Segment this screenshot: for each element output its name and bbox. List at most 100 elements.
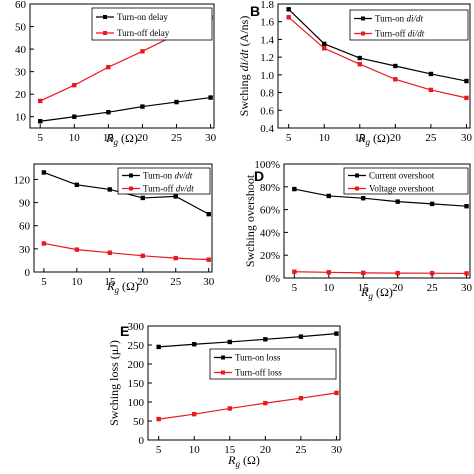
data-point [292, 186, 297, 192]
y-tick-label: 20 [15, 89, 27, 101]
x-tick-label: 5 [292, 282, 298, 294]
legend: Turn-on loss Turn-off loss [209, 348, 337, 380]
data-point [361, 196, 366, 201]
data-point [286, 7, 291, 12]
data-point [322, 46, 327, 51]
data-point [464, 95, 469, 101]
data-point [173, 194, 178, 199]
x-axis-label: Rg (Ω) [105, 131, 138, 147]
data-point [72, 82, 77, 88]
y-tick-label: 100 [128, 397, 145, 409]
y-tick-label: 0% [265, 273, 280, 285]
x-tick-label: 15 [103, 132, 115, 144]
x-tick-label: 15 [354, 132, 366, 144]
legend-box [209, 348, 337, 380]
y-tick-label: 50 [15, 22, 27, 34]
x-tick-label: 5 [41, 276, 47, 288]
x-tick-label: 25 [425, 132, 437, 144]
y-tick-label: 300 [128, 321, 145, 333]
series-line-2 [294, 271, 467, 275]
y-tick-label: 250 [128, 340, 145, 352]
data-point [173, 255, 178, 261]
x-tick-label: 20 [392, 282, 404, 294]
y-tick-label: 150 [128, 378, 145, 390]
data-point [429, 201, 435, 207]
y-tick-label: 40% [260, 227, 280, 239]
series-line-2 [288, 16, 467, 99]
data-point [174, 99, 179, 105]
x-tick-label: 15 [104, 276, 116, 288]
plot-frame [147, 325, 341, 441]
x-tick-label: 10 [319, 132, 331, 144]
legend: Turn-on dv/dt Turn-off dv/dt [117, 167, 211, 195]
y-tick-label: 120 [14, 174, 31, 186]
legend-entry: Turn-on delay [117, 12, 168, 22]
series-line-1 [294, 188, 467, 207]
panel-c: 5 10 15 20 25 30 0 30 60 90 120 Rg (Ω) Turn-on dv/dt… [14, 163, 215, 295]
y-tick-label: 1.0 [260, 70, 274, 82]
y-tick-label: 1.6 [260, 17, 274, 29]
data-point [393, 77, 398, 82]
data-point [192, 342, 197, 347]
data-point [140, 195, 145, 201]
legend-entry: Turn-off delay [117, 28, 170, 38]
data-point [41, 170, 47, 175]
data-point [326, 193, 331, 199]
series-line-1 [288, 8, 467, 82]
x-tick-label: 10 [71, 276, 83, 288]
legend-swatch-marker [361, 31, 365, 36]
plot-frame [283, 163, 471, 279]
y-tick-label: 60 [15, 0, 27, 11]
y-tick-label: 30 [15, 67, 27, 79]
data-point [464, 78, 469, 84]
plot-frame [33, 163, 213, 273]
series-line-1 [158, 333, 337, 348]
data-point [298, 396, 304, 401]
x-axis-label: Rg (Ω) [106, 279, 139, 295]
data-point [326, 270, 331, 275]
x-tick-label: 20 [137, 276, 149, 288]
x-tick-label: 30 [205, 132, 217, 144]
x-tick-label: 30 [331, 444, 343, 456]
legend-entry: Turn-on di/dt [375, 14, 423, 24]
legend-entry: Turn-off dv/dt [143, 184, 194, 194]
data-point [106, 110, 111, 115]
x-tick-label: 5 [156, 444, 162, 456]
data-point [322, 41, 327, 47]
legend-entry: Turn-on dv/dt [143, 171, 193, 181]
y-tick-label: 1.4 [260, 34, 274, 46]
legend-swatch-marker [103, 15, 107, 19]
data-point [227, 406, 232, 411]
y-tick-label: 0.4 [260, 123, 274, 135]
data-point [395, 199, 400, 204]
legend-box [343, 167, 469, 195]
y-tick-label: 0.6 [260, 105, 274, 117]
data-point [263, 400, 268, 406]
series-line-2 [158, 392, 337, 420]
y-tick-label: 30 [19, 244, 31, 256]
legend: Current overshoot Voltage overshoot [343, 167, 469, 195]
data-point [429, 271, 435, 276]
x-tick-label: 10 [69, 132, 81, 144]
x-tick-label: 20 [260, 444, 272, 456]
data-point [38, 119, 43, 124]
x-axis-label: Rg (Ω) [227, 453, 260, 469]
data-point [107, 187, 113, 192]
data-point [357, 55, 362, 61]
legend: Turn-on di/dt Turn-off di/dt [349, 9, 469, 41]
x-tick-label: 30 [203, 276, 215, 288]
x-tick-label: 10 [323, 282, 335, 294]
y-tick-label: 0.8 [260, 88, 274, 100]
legend-swatch-marker [129, 173, 133, 178]
data-point [192, 411, 197, 417]
y-tick-label: 10 [15, 112, 27, 124]
x-tick-label: 30 [461, 132, 473, 144]
y-tick-label: 50 [133, 416, 145, 428]
legend-entry: Turn-off di/dt [375, 29, 425, 39]
plot-frame [29, 3, 215, 129]
y-tick-label: 1.8 [260, 0, 274, 11]
data-point [41, 241, 47, 246]
legend-box [349, 9, 469, 41]
y-tick-label: 60 [19, 221, 31, 233]
